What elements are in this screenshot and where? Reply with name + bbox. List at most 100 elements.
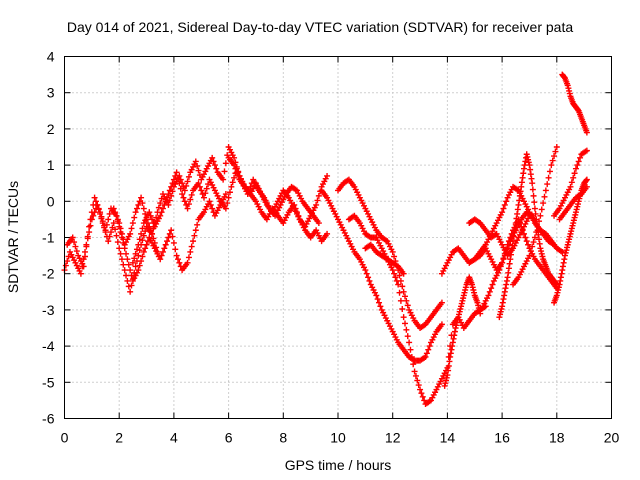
data-point (222, 205, 229, 212)
data-point (117, 225, 124, 232)
data-point (422, 353, 429, 360)
data-point (400, 288, 407, 295)
data-point (489, 281, 496, 288)
data-point (124, 256, 131, 263)
data-point (544, 181, 551, 188)
data-point (402, 293, 409, 300)
data-point (392, 274, 399, 281)
data-point (183, 201, 190, 208)
data-point (190, 238, 197, 245)
data-point (291, 201, 298, 208)
data-point (113, 212, 120, 219)
data-point (86, 229, 93, 236)
data-point (166, 197, 173, 204)
data-point (138, 258, 145, 265)
data-point (143, 241, 150, 248)
data-point (536, 218, 543, 225)
data-point (123, 272, 130, 279)
data-point (572, 165, 579, 172)
data-point (477, 310, 484, 317)
data-point (161, 245, 168, 252)
data-point (159, 205, 166, 212)
y-tick-label: -4 (42, 338, 55, 354)
data-point (164, 238, 171, 245)
data-point (202, 190, 209, 197)
data-point (80, 263, 87, 270)
data-point (362, 267, 369, 274)
data-point (538, 206, 545, 213)
data-point (438, 299, 445, 306)
data-point (116, 245, 123, 252)
data-point (225, 194, 232, 201)
data-point (417, 386, 424, 393)
data-point (84, 233, 91, 240)
y-tick-label: -2 (42, 266, 55, 282)
data-point (211, 162, 218, 169)
x-tick-label: 8 (279, 430, 287, 446)
data-point (200, 194, 207, 201)
data-point (552, 148, 559, 155)
data-point (414, 377, 421, 384)
data-point (173, 252, 180, 259)
data-point (419, 393, 426, 400)
data-point (542, 187, 549, 194)
data-point (376, 299, 383, 306)
data-point (534, 223, 541, 230)
data-point (377, 303, 384, 310)
data-point (499, 259, 506, 266)
data-point (531, 234, 538, 241)
data-point (185, 201, 192, 208)
data-point (231, 162, 238, 169)
data-point (224, 200, 231, 207)
data-point (98, 213, 105, 220)
data-point (418, 390, 425, 397)
data-point (176, 180, 183, 187)
data-point (169, 188, 176, 195)
data-point (295, 212, 302, 219)
data-point (397, 297, 404, 304)
data-point (403, 297, 410, 304)
data-point (313, 201, 320, 208)
y-tick-label: -5 (42, 374, 55, 390)
data-point (121, 267, 128, 274)
data-point (136, 262, 143, 269)
y-tick-label: 2 (47, 121, 55, 137)
data-point (426, 343, 433, 350)
data-point (105, 238, 112, 245)
data-point (181, 187, 188, 194)
data-point (157, 256, 164, 263)
data-point (206, 198, 213, 205)
data-point (140, 248, 147, 255)
data-point (198, 187, 205, 194)
data-point (527, 248, 534, 255)
data-point (533, 229, 540, 236)
data-point (139, 253, 146, 260)
series-track-2 (64, 191, 229, 284)
data-point (168, 227, 175, 234)
data-point (99, 218, 106, 225)
data-point (139, 200, 146, 207)
series-track-19 (559, 71, 590, 136)
data-point (537, 212, 544, 219)
data-point (196, 183, 203, 190)
data-point (530, 192, 537, 199)
data-point (87, 222, 94, 229)
data-point (184, 259, 191, 266)
data-point (132, 263, 139, 270)
data-point (147, 212, 154, 219)
data-point (415, 382, 422, 389)
data-point (95, 205, 102, 212)
data-point (314, 197, 321, 204)
data-point (503, 248, 510, 255)
data-point (567, 183, 574, 190)
data-point (222, 191, 229, 198)
series-track-5 (225, 154, 331, 245)
data-point (133, 205, 140, 212)
x-axis-tick-labels: 0 2 4 6 8 10 12 14 16 18 20 (61, 430, 620, 446)
data-point (114, 216, 121, 223)
data-point (220, 176, 227, 183)
data-point (127, 267, 134, 274)
series-track-20 (556, 183, 590, 223)
data-point (404, 302, 411, 309)
data-point (425, 346, 432, 353)
